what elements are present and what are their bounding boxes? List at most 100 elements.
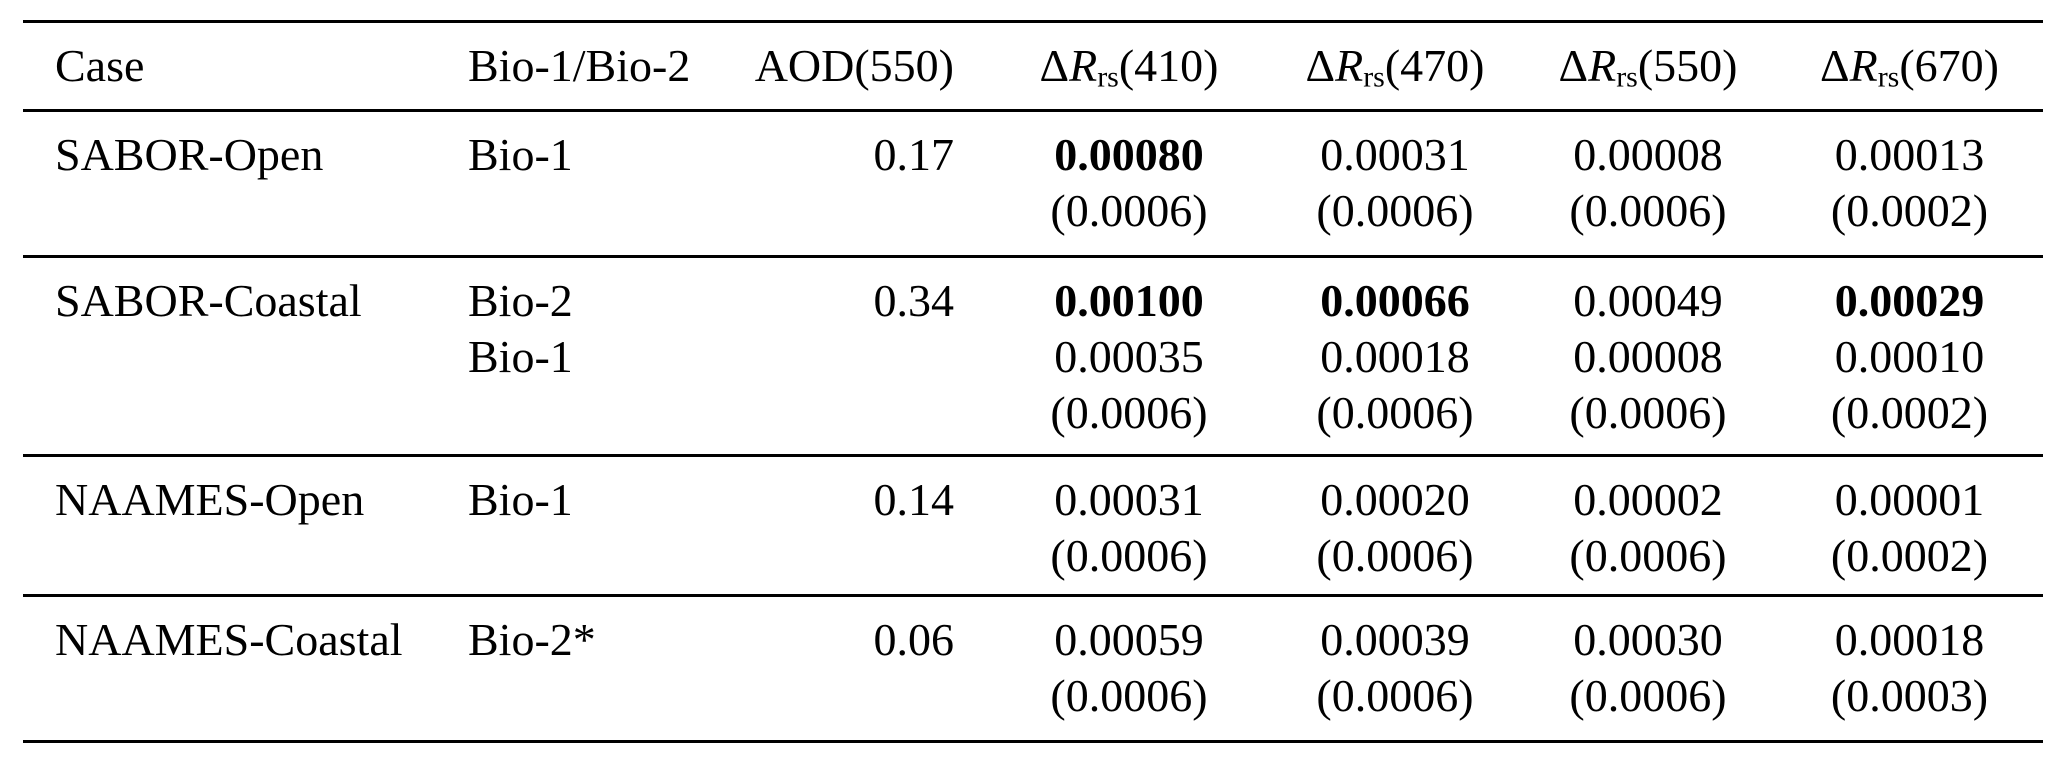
header-delta-rrs-550: ΔRrs(550) xyxy=(1520,22,1776,111)
delta-rrs-value: (0.0006) xyxy=(1316,185,1474,236)
rs-subscript: rs xyxy=(1363,60,1385,94)
case-cell: NAAMES-Coastal xyxy=(23,596,443,742)
case-cell: NAAMES-Open xyxy=(23,456,443,596)
delta-rrs-cell: 0.00020 (0.0006) xyxy=(1270,456,1520,596)
delta-symbol: Δ xyxy=(1305,40,1336,91)
delta-rrs-value: 0.00008 xyxy=(1573,129,1723,180)
case-label: NAAMES-Coastal xyxy=(55,614,403,665)
case-label: SABOR-Coastal xyxy=(55,275,362,326)
rs-subscript: rs xyxy=(1097,60,1119,94)
delta-rrs-value: 0.00049 xyxy=(1573,275,1723,326)
delta-rrs-value: (0.0006) xyxy=(1050,387,1208,438)
table-header: Case Bio-1/Bio-2 AOD(550) ΔRrs(410) ΔRrs… xyxy=(23,21,2043,111)
aod-value: 0.06 xyxy=(873,614,955,665)
aod-value: 0.34 xyxy=(873,275,955,326)
delta-rrs-value: 0.00001 xyxy=(1834,474,1985,525)
rs-subscript: rs xyxy=(1877,60,1900,94)
bio-model-label: Bio-2 xyxy=(468,275,573,326)
aod-cell: 0.17 xyxy=(733,111,988,257)
delta-rrs-value: (0.0003) xyxy=(1830,670,1989,721)
wavelength-label: (410) xyxy=(1118,40,1219,91)
delta-rrs-value: 0.00010 xyxy=(1834,331,1985,382)
delta-rrs-value: 0.00059 xyxy=(1054,614,1204,665)
header-case: Case xyxy=(55,40,145,91)
r-symbol: R xyxy=(1588,40,1617,91)
delta-rrs-value: 0.00080 xyxy=(1054,129,1204,180)
delta-symbol: Δ xyxy=(1819,40,1850,91)
delta-rrs-cell: 0.00100 0.00035 (0.0006) xyxy=(988,257,1270,456)
aod-value: 0.17 xyxy=(873,129,955,180)
aod-value: 0.14 xyxy=(873,474,955,525)
delta-rrs-cell: 0.00031 (0.0006) xyxy=(1270,111,1520,257)
delta-rrs-value: (0.0006) xyxy=(1050,185,1208,236)
delta-rrs-value: (0.0006) xyxy=(1050,670,1208,721)
delta-rrs-value: (0.0006) xyxy=(1316,387,1474,438)
delta-rrs-value: 0.00100 xyxy=(1054,275,1204,326)
table-body: SABOR-Open Bio-1 0.17 0.00080 (0.0006) 0.0003… xyxy=(23,111,2043,742)
bio-cell: Bio-2 Bio-1 xyxy=(443,257,733,456)
case-label: SABOR-Open xyxy=(55,129,324,180)
delta-rrs-cell: 0.00030 (0.0006) xyxy=(1520,596,1776,742)
wavelength-label: (670) xyxy=(1899,40,1999,91)
delta-rrs-cell: 0.00066 0.00018 (0.0006) xyxy=(1270,257,1520,456)
delta-rrs-value: (0.0002) xyxy=(1830,185,1989,236)
delta-rrs-value: (0.0006) xyxy=(1050,530,1208,581)
delta-rrs-cell: 0.00029 0.00010 (0.0002) xyxy=(1776,257,2043,456)
aod-cell: 0.34 xyxy=(733,257,988,456)
rrs-uncertainty-table: Case Bio-1/Bio-2 AOD(550) ΔRrs(410) ΔRrs… xyxy=(23,20,2043,743)
delta-rrs-value: (0.0006) xyxy=(1316,670,1474,721)
delta-rrs-value: 0.00020 xyxy=(1320,474,1470,525)
r-symbol: R xyxy=(1069,40,1098,91)
delta-rrs-value: 0.00066 xyxy=(1320,275,1470,326)
bio-cell: Bio-2* xyxy=(443,596,733,742)
aod-cell: 0.06 xyxy=(733,596,988,742)
delta-rrs-cell: 0.00018 (0.0003) xyxy=(1776,596,2043,742)
delta-rrs-value: (0.0006) xyxy=(1569,530,1727,581)
delta-rrs-value: (0.0006) xyxy=(1569,185,1727,236)
r-symbol: R xyxy=(1335,40,1364,91)
delta-rrs-cell: 0.00013 (0.0002) xyxy=(1776,111,2043,257)
delta-rrs-cell: 0.00080 (0.0006) xyxy=(988,111,1270,257)
delta-rrs-value: 0.00030 xyxy=(1573,614,1723,665)
header-aod-550: AOD(550) xyxy=(754,40,954,91)
delta-symbol: Δ xyxy=(1039,40,1070,91)
bio-cell: Bio-1 xyxy=(443,111,733,257)
bio-model-label: Bio-1 xyxy=(468,331,573,382)
delta-rrs-value: 0.00039 xyxy=(1320,614,1470,665)
bio-model-label: Bio-1 xyxy=(468,129,573,180)
table-row-sabor-open: SABOR-Open Bio-1 0.17 0.00080 (0.0006) 0.0003… xyxy=(23,111,2043,257)
aod-cell: 0.14 xyxy=(733,456,988,596)
delta-rrs-cell: 0.00008 (0.0006) xyxy=(1520,111,1776,257)
delta-rrs-value: 0.00018 xyxy=(1834,614,1985,665)
delta-rrs-value: (0.0006) xyxy=(1569,387,1727,438)
case-cell: SABOR-Coastal xyxy=(23,257,443,456)
header-delta-rrs-470: ΔRrs(470) xyxy=(1270,22,1520,111)
wavelength-label: (470) xyxy=(1384,40,1485,91)
delta-rrs-value: 0.00013 xyxy=(1834,129,1985,180)
table-row-naames-open: NAAMES-Open Bio-1 0.14 0.00031 (0.0006) 0.000… xyxy=(23,456,2043,596)
rs-subscript: rs xyxy=(1616,60,1638,94)
delta-rrs-value: 0.00029 xyxy=(1834,275,1985,326)
delta-rrs-cell: 0.00001 (0.0002) xyxy=(1776,456,2043,596)
delta-rrs-value: 0.00002 xyxy=(1573,474,1723,525)
case-label: NAAMES-Open xyxy=(55,474,365,525)
delta-rrs-cell: 0.00049 0.00008 (0.0006) xyxy=(1520,257,1776,456)
delta-rrs-value: 0.00018 xyxy=(1320,331,1470,382)
delta-rrs-value: (0.0002) xyxy=(1830,387,1989,438)
table-row-sabor-coastal: SABOR-Coastal Bio-2 Bio-1 0.34 0.00100 0.0003… xyxy=(23,257,2043,456)
r-symbol: R xyxy=(1849,40,1878,91)
delta-rrs-cell: 0.00039 (0.0006) xyxy=(1270,596,1520,742)
delta-rrs-value: (0.0006) xyxy=(1316,530,1474,581)
header-delta-rrs-670: ΔRrs(670) xyxy=(1776,22,2043,111)
delta-rrs-value: (0.0002) xyxy=(1830,530,1989,581)
delta-rrs-cell: 0.00031 (0.0006) xyxy=(988,456,1270,596)
header-bio: Bio-1/Bio-2 xyxy=(468,40,691,91)
header-delta-rrs-410: ΔRrs(410) xyxy=(988,22,1270,111)
case-cell: SABOR-Open xyxy=(23,111,443,257)
bio-model-label: Bio-2* xyxy=(468,614,596,665)
table-row-naames-coastal: NAAMES-Coastal Bio-2* 0.06 0.00059 (0.0006) 0… xyxy=(23,596,2043,742)
bio-cell: Bio-1 xyxy=(443,456,733,596)
delta-rrs-cell: 0.00002 (0.0006) xyxy=(1520,456,1776,596)
delta-rrs-value: (0.0006) xyxy=(1569,670,1727,721)
